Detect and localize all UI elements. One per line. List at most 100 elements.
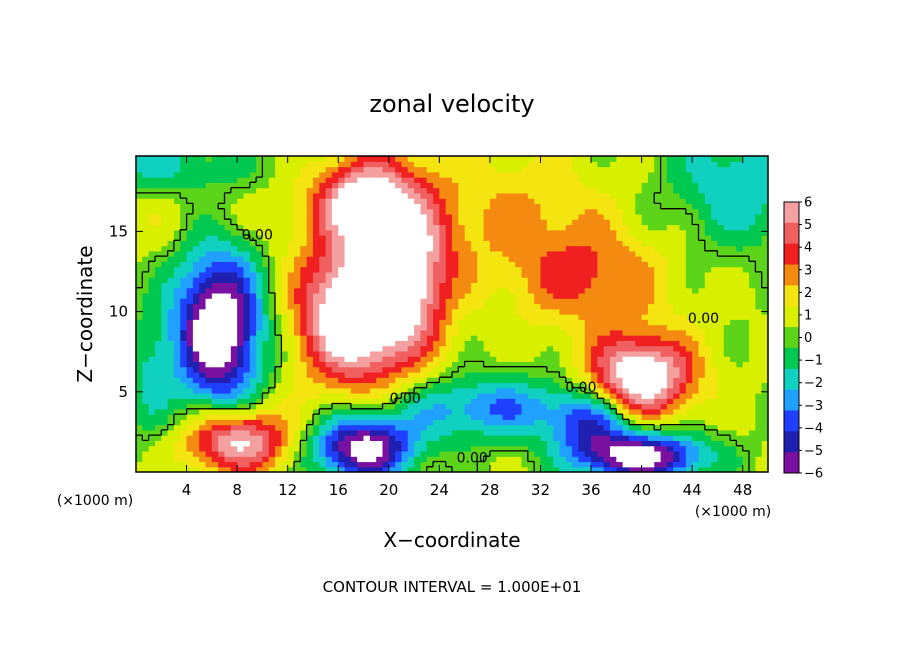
heatmap-cell bbox=[761, 377, 768, 384]
heatmap-cell bbox=[237, 377, 245, 384]
heatmap-cell bbox=[521, 387, 529, 394]
heatmap-cell bbox=[616, 271, 624, 278]
heatmap-cell bbox=[597, 393, 605, 399]
heatmap-cell bbox=[180, 403, 188, 410]
heatmap-cell bbox=[628, 361, 636, 368]
heatmap-cell bbox=[167, 266, 175, 273]
heatmap-cell bbox=[294, 461, 301, 468]
heatmap-cell bbox=[161, 213, 169, 220]
heatmap-cell bbox=[287, 461, 295, 468]
heatmap-cell bbox=[679, 292, 687, 299]
heatmap-cell bbox=[666, 271, 674, 278]
heatmap-cell bbox=[654, 445, 662, 452]
heatmap-cell bbox=[154, 461, 162, 468]
heatmap-cell bbox=[154, 324, 162, 331]
heatmap-cell bbox=[540, 366, 548, 373]
heatmap-cell bbox=[502, 319, 510, 326]
heatmap-cell bbox=[167, 282, 175, 289]
heatmap-cell bbox=[294, 298, 301, 305]
heatmap-cell bbox=[294, 340, 301, 347]
heatmap-cell bbox=[237, 224, 245, 231]
heatmap-cell bbox=[749, 266, 756, 273]
heatmap-cell bbox=[470, 440, 478, 447]
heatmap-cell bbox=[635, 324, 643, 331]
heatmap-cell bbox=[559, 335, 567, 341]
heatmap-cell bbox=[458, 466, 466, 472]
heatmap-cell bbox=[407, 345, 415, 352]
heatmap-cell bbox=[237, 287, 245, 294]
heatmap-cell bbox=[717, 282, 725, 289]
heatmap-cell bbox=[230, 213, 238, 220]
heatmap-cell bbox=[508, 308, 516, 315]
heatmap-cell bbox=[546, 298, 554, 305]
heatmap-cell bbox=[439, 245, 447, 252]
heatmap-cell bbox=[161, 208, 169, 215]
heatmap-cell bbox=[388, 314, 396, 320]
heatmap-cell bbox=[559, 314, 567, 320]
heatmap-cell bbox=[704, 219, 712, 226]
heatmap-cell bbox=[578, 250, 586, 257]
heatmap-cell bbox=[660, 229, 668, 236]
heatmap-cell bbox=[761, 329, 768, 336]
heatmap-cell bbox=[572, 456, 579, 463]
heatmap-cell bbox=[376, 324, 384, 331]
heatmap-cell bbox=[515, 298, 523, 305]
heatmap-cell bbox=[597, 377, 605, 384]
heatmap-cell bbox=[395, 361, 403, 368]
heatmap-cell bbox=[534, 324, 542, 331]
heatmap-cell bbox=[572, 324, 579, 331]
heatmap-cell bbox=[142, 435, 150, 441]
heatmap-cell bbox=[692, 393, 700, 399]
heatmap-cell bbox=[616, 450, 624, 457]
heatmap-cell bbox=[489, 250, 497, 257]
heatmap-cell bbox=[262, 387, 270, 394]
heatmap-cell bbox=[420, 424, 428, 431]
heatmap-cell bbox=[647, 308, 655, 315]
heatmap-cell bbox=[388, 461, 396, 468]
heatmap-cell bbox=[761, 271, 768, 278]
heatmap-cell bbox=[761, 277, 768, 283]
heatmap-cell bbox=[647, 229, 655, 236]
heatmap-cell bbox=[325, 356, 333, 362]
heatmap-cell bbox=[521, 224, 529, 231]
heatmap-cell bbox=[211, 419, 219, 426]
heatmap-cell bbox=[711, 466, 719, 472]
heatmap-cell bbox=[325, 324, 333, 331]
heatmap-cell bbox=[256, 429, 263, 436]
heatmap-cell bbox=[338, 350, 346, 357]
heatmap-cell bbox=[742, 382, 750, 389]
heatmap-cell bbox=[527, 329, 535, 336]
heatmap-cell bbox=[224, 319, 232, 326]
heatmap-cell bbox=[325, 361, 333, 368]
heatmap-cell bbox=[319, 371, 327, 378]
heatmap-cell bbox=[300, 393, 308, 399]
heatmap-cell bbox=[572, 319, 579, 326]
heatmap-cell bbox=[483, 229, 491, 236]
heatmap-cell bbox=[534, 292, 542, 299]
heatmap-cell bbox=[192, 314, 200, 320]
heatmap-cell bbox=[654, 240, 662, 247]
heatmap-cell bbox=[369, 256, 377, 262]
heatmap-cell bbox=[591, 356, 598, 362]
heatmap-cell bbox=[565, 240, 573, 247]
heatmap-cell bbox=[262, 266, 270, 273]
heatmap-cell bbox=[338, 271, 346, 278]
heatmap-cell bbox=[205, 240, 213, 247]
heatmap-cell bbox=[275, 208, 282, 215]
heatmap-cell bbox=[458, 408, 466, 415]
heatmap-cell bbox=[331, 256, 339, 262]
heatmap-cell bbox=[388, 361, 396, 368]
heatmap-cell bbox=[565, 445, 573, 452]
heatmap-cell bbox=[761, 450, 768, 457]
heatmap-cell bbox=[300, 429, 308, 436]
heatmap-cell bbox=[673, 440, 681, 447]
heatmap-cell bbox=[458, 245, 466, 252]
heatmap-cell bbox=[350, 245, 358, 252]
heatmap-cell bbox=[243, 287, 251, 294]
heatmap-cell bbox=[382, 213, 390, 220]
heatmap-cell bbox=[736, 429, 744, 436]
heatmap-cell bbox=[338, 393, 346, 399]
heatmap-cell bbox=[142, 213, 150, 220]
heatmap-cell bbox=[749, 298, 756, 305]
heatmap-cell bbox=[692, 319, 700, 326]
